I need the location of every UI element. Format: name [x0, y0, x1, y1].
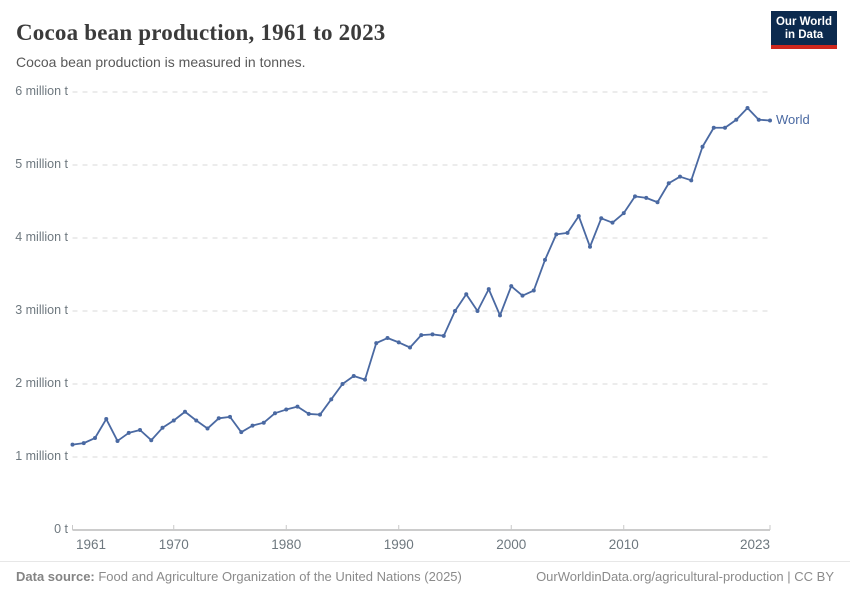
- data-point[interactable]: [486, 287, 491, 292]
- data-point[interactable]: [396, 340, 401, 345]
- data-point[interactable]: [318, 412, 322, 417]
- x-axis-tick-label: 1980: [271, 537, 302, 552]
- data-point[interactable]: [745, 106, 750, 111]
- y-axis-tick-label: 6 million t: [15, 84, 68, 98]
- data-point[interactable]: [509, 284, 514, 289]
- y-axis-tick-label: 0 t: [54, 522, 68, 536]
- data-point[interactable]: [464, 292, 469, 297]
- data-point[interactable]: [138, 427, 142, 432]
- page-title: Cocoa bean production, 1961 to 2023: [16, 20, 386, 45]
- footer-divider: [0, 561, 850, 562]
- data-point[interactable]: [498, 313, 502, 318]
- data-point[interactable]: [171, 418, 176, 423]
- owid-logo-red-bar: [771, 45, 837, 49]
- x-axis-tick-label: 2000: [496, 537, 527, 552]
- x-axis-tick-label: 2023: [739, 537, 770, 552]
- data-point[interactable]: [273, 411, 277, 416]
- data-point[interactable]: [430, 332, 435, 337]
- data-point[interactable]: [599, 216, 604, 221]
- y-axis-tick-label: 3 million t: [15, 303, 68, 317]
- x-axis-tick-label: 2010: [608, 537, 639, 552]
- data-point[interactable]: [576, 214, 581, 219]
- world-series-line[interactable]: [72, 107, 771, 446]
- owid-logo[interactable]: Our World in Data: [771, 11, 837, 49]
- data-point[interactable]: [351, 373, 356, 378]
- data-point[interactable]: [453, 309, 457, 313]
- data-point[interactable]: [261, 420, 266, 425]
- data-point[interactable]: [385, 336, 390, 341]
- data-point[interactable]: [126, 430, 131, 435]
- data-point[interactable]: [610, 220, 615, 225]
- data-point[interactable]: [419, 333, 424, 338]
- data-point[interactable]: [329, 397, 334, 402]
- data-point[interactable]: [554, 232, 559, 237]
- data-source-note: Data source: Food and Agriculture Organi…: [16, 569, 462, 584]
- data-point[interactable]: [306, 411, 311, 416]
- data-point[interactable]: [228, 414, 232, 419]
- data-point[interactable]: [756, 117, 761, 122]
- data-point[interactable]: [734, 117, 739, 122]
- data-point[interactable]: [441, 333, 446, 338]
- data-source-text: Food and Agriculture Organization of the…: [94, 569, 462, 584]
- data-point[interactable]: [295, 404, 300, 409]
- y-axis-tick-label: 5 million t: [15, 157, 68, 171]
- series-entity-label[interactable]: World: [776, 111, 810, 127]
- data-point[interactable]: [531, 288, 536, 293]
- data-point[interactable]: [678, 174, 682, 179]
- y-axis-tick-label: 2 million t: [15, 376, 68, 390]
- data-point[interactable]: [689, 178, 694, 183]
- data-point[interactable]: [183, 409, 187, 414]
- owid-logo-line1: Our World: [775, 15, 832, 28]
- data-point[interactable]: [700, 144, 705, 149]
- data-point[interactable]: [520, 293, 525, 298]
- data-point[interactable]: [711, 125, 716, 130]
- data-point[interactable]: [543, 257, 547, 262]
- x-axis-tick-label: 1961: [76, 537, 107, 552]
- x-axis-tick-label: 1970: [158, 537, 189, 552]
- data-point[interactable]: [408, 345, 412, 350]
- y-axis-tick-label: 4 million t: [15, 230, 68, 244]
- data-point[interactable]: [644, 195, 649, 200]
- data-point[interactable]: [363, 377, 367, 382]
- data-point[interactable]: [115, 438, 120, 443]
- data-point[interactable]: [104, 417, 109, 422]
- data-point[interactable]: [93, 436, 97, 441]
- data-point[interactable]: [340, 382, 345, 386]
- data-point[interactable]: [284, 407, 289, 412]
- data-point[interactable]: [70, 442, 75, 447]
- data-point[interactable]: [81, 441, 86, 446]
- data-point[interactable]: [666, 181, 671, 186]
- data-point[interactable]: [160, 425, 165, 430]
- data-point[interactable]: [239, 430, 244, 435]
- data-source-label: Data source:: [16, 569, 95, 584]
- data-point[interactable]: [633, 194, 637, 199]
- data-point[interactable]: [565, 230, 570, 235]
- data-point[interactable]: [374, 341, 379, 346]
- credit-link[interactable]: OurWorldinData.org/agricultural-producti…: [536, 569, 834, 584]
- data-point[interactable]: [475, 309, 480, 313]
- data-point[interactable]: [205, 426, 210, 431]
- y-axis-tick-label: 1 million t: [15, 449, 68, 463]
- x-axis-tick-label: 1990: [383, 537, 414, 552]
- data-point[interactable]: [768, 118, 772, 123]
- chart-subtitle: Cocoa bean production is measured in ton…: [16, 54, 306, 70]
- data-point[interactable]: [250, 423, 255, 428]
- data-point[interactable]: [655, 200, 660, 205]
- data-point[interactable]: [621, 211, 626, 216]
- data-point[interactable]: [149, 438, 154, 443]
- owid-logo-line2: in Data: [784, 28, 824, 41]
- data-point[interactable]: [194, 418, 199, 423]
- data-point[interactable]: [588, 244, 592, 249]
- data-point[interactable]: [216, 416, 221, 421]
- data-point[interactable]: [723, 125, 727, 130]
